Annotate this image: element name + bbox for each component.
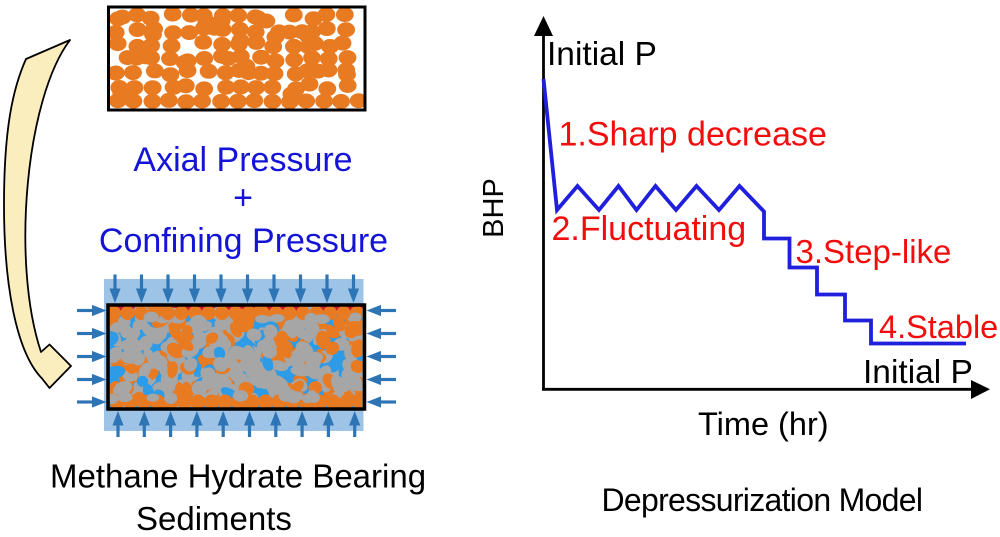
svg-text:Confining Pressure: Confining Pressure	[99, 222, 388, 260]
svg-text:Axial Pressure: Axial Pressure	[133, 141, 352, 179]
svg-text:3.Step-like: 3.Step-like	[796, 233, 952, 270]
svg-text:Time (hr): Time (hr)	[698, 406, 829, 442]
svg-text:4.Stable: 4.Stable	[879, 309, 998, 345]
svg-text:Initial P: Initial P	[547, 36, 657, 73]
svg-text:1.Sharp decrease: 1.Sharp decrease	[559, 116, 827, 154]
svg-text:2.Fluctuating: 2.Fluctuating	[552, 210, 747, 248]
svg-text:+: +	[233, 179, 253, 217]
svg-text:Sediments: Sediments	[136, 500, 292, 532]
svg-text:BHP: BHP	[478, 178, 510, 238]
svg-text:Initial P: Initial P	[863, 354, 973, 391]
svg-text:Methane Hydrate Bearing: Methane Hydrate Bearing	[50, 458, 426, 495]
svg-text:Depressurization Model: Depressurization Model	[602, 482, 923, 518]
